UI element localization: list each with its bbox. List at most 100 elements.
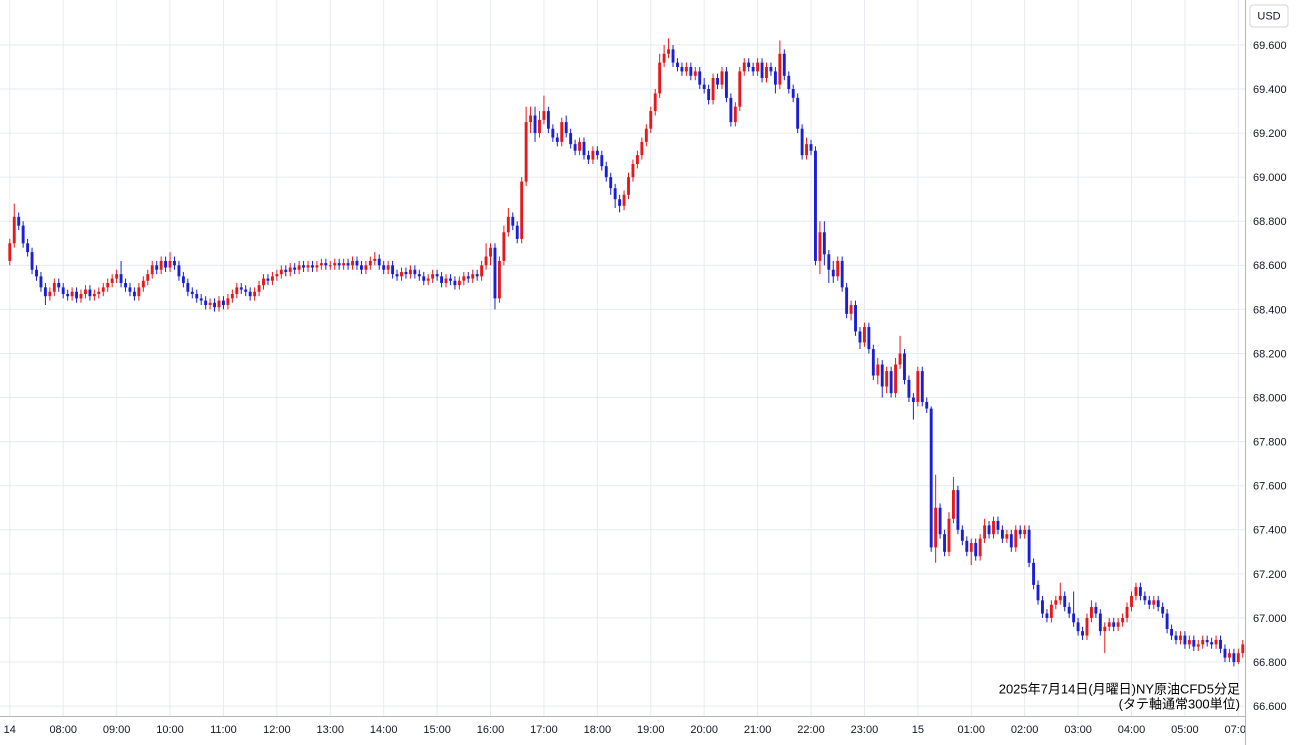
candle-body	[1041, 600, 1044, 614]
x-tick-label: 15	[912, 724, 924, 736]
candle-body	[466, 276, 470, 279]
candle-body	[822, 232, 826, 255]
candle-body	[1138, 587, 1142, 596]
candle-body	[270, 276, 274, 281]
candle-body	[1112, 622, 1116, 627]
candle-body	[1174, 635, 1178, 640]
candle-body	[306, 265, 310, 268]
candles	[8, 38, 1245, 667]
candle-body	[582, 141, 586, 156]
candle-body	[1134, 587, 1138, 596]
candle-body	[1045, 613, 1049, 618]
candle-body	[213, 302, 216, 308]
candle-body	[911, 397, 915, 402]
candle-body	[413, 269, 417, 275]
candle-body	[618, 199, 622, 206]
candle-body	[951, 490, 955, 519]
candle-body	[1183, 635, 1187, 645]
candle-body	[293, 267, 297, 270]
candle-body	[716, 78, 719, 85]
candle-body	[422, 276, 426, 281]
candle-body	[61, 287, 65, 294]
candle-body	[676, 62, 679, 67]
candle-body	[453, 280, 457, 286]
x-tick-label: 07:00	[1225, 724, 1253, 736]
candle-body	[751, 66, 755, 72]
candle-body	[947, 518, 951, 552]
candle-body	[992, 520, 995, 535]
candle-body	[658, 62, 662, 94]
candle-body	[351, 260, 354, 266]
candle-body	[88, 289, 92, 297]
candle-body	[978, 538, 982, 557]
candle-body	[560, 122, 564, 142]
candle-body	[106, 282, 110, 288]
candle-body	[711, 78, 715, 101]
candle-body	[693, 71, 697, 76]
candle-body	[1170, 628, 1174, 636]
candle-body	[35, 269, 38, 277]
candle-body	[12, 216, 16, 244]
candle-body	[724, 71, 728, 98]
candle-body	[591, 150, 595, 160]
candle-body	[546, 111, 550, 129]
candle-body	[79, 293, 83, 299]
x-tick-label: 10:00	[156, 724, 184, 736]
candle-body	[800, 128, 804, 156]
annotation: 2025年7月14日(月曜日)NY原油CFD5分足	[999, 681, 1240, 696]
candle-body	[92, 293, 96, 297]
x-tick-label: 23:00	[851, 724, 879, 736]
candle-body	[364, 265, 368, 270]
candle-body	[702, 84, 706, 90]
candle-body	[773, 71, 777, 85]
candle-body	[235, 287, 239, 294]
candle-body	[1130, 595, 1133, 607]
y-tick-label: 68.400	[1253, 304, 1287, 316]
candle-body	[435, 274, 439, 277]
candle-body	[627, 177, 630, 195]
grid	[0, 0, 1245, 716]
candle-body	[578, 141, 581, 151]
candle-body	[760, 62, 764, 79]
candle-body	[1210, 642, 1214, 645]
candle-body	[524, 122, 528, 182]
candle-body	[1205, 639, 1209, 643]
x-tick-label: 14:00	[370, 724, 398, 736]
candle-body	[248, 291, 252, 297]
candle-body	[328, 265, 332, 267]
candle-body	[604, 166, 608, 178]
candle-body	[141, 280, 145, 288]
candle-body	[1196, 644, 1200, 647]
candle-body	[355, 260, 359, 266]
candle-body	[1179, 635, 1182, 640]
candle-body	[1000, 529, 1004, 539]
x-tick-label: 18:00	[584, 724, 612, 736]
candle-body	[635, 155, 639, 164]
candle-body	[333, 263, 337, 266]
candle-body	[502, 232, 506, 261]
candle-body	[449, 278, 452, 281]
candle-body	[769, 66, 773, 72]
x-tick-label: 19:00	[637, 724, 665, 736]
candle-body	[404, 271, 408, 275]
x-tick-label: 21:00	[744, 724, 772, 736]
candle-body	[279, 269, 283, 275]
candle-body	[226, 298, 230, 305]
candle-body	[511, 216, 515, 226]
candle-body	[266, 278, 270, 281]
candle-body	[756, 62, 760, 72]
candle-body	[1014, 529, 1018, 548]
candle-body	[101, 287, 105, 292]
candle-body	[208, 302, 212, 305]
candle-body	[974, 543, 978, 557]
y-tick-label: 67.600	[1253, 481, 1287, 493]
x-tick-label: 04:00	[1118, 724, 1146, 736]
candle-body	[600, 155, 604, 167]
candle-body	[462, 276, 466, 281]
candle-body	[787, 75, 791, 90]
candle-body	[1005, 534, 1009, 539]
candle-body	[132, 291, 136, 297]
candle-body	[738, 71, 742, 107]
candle-body	[1156, 600, 1160, 607]
candle-body	[671, 49, 675, 63]
